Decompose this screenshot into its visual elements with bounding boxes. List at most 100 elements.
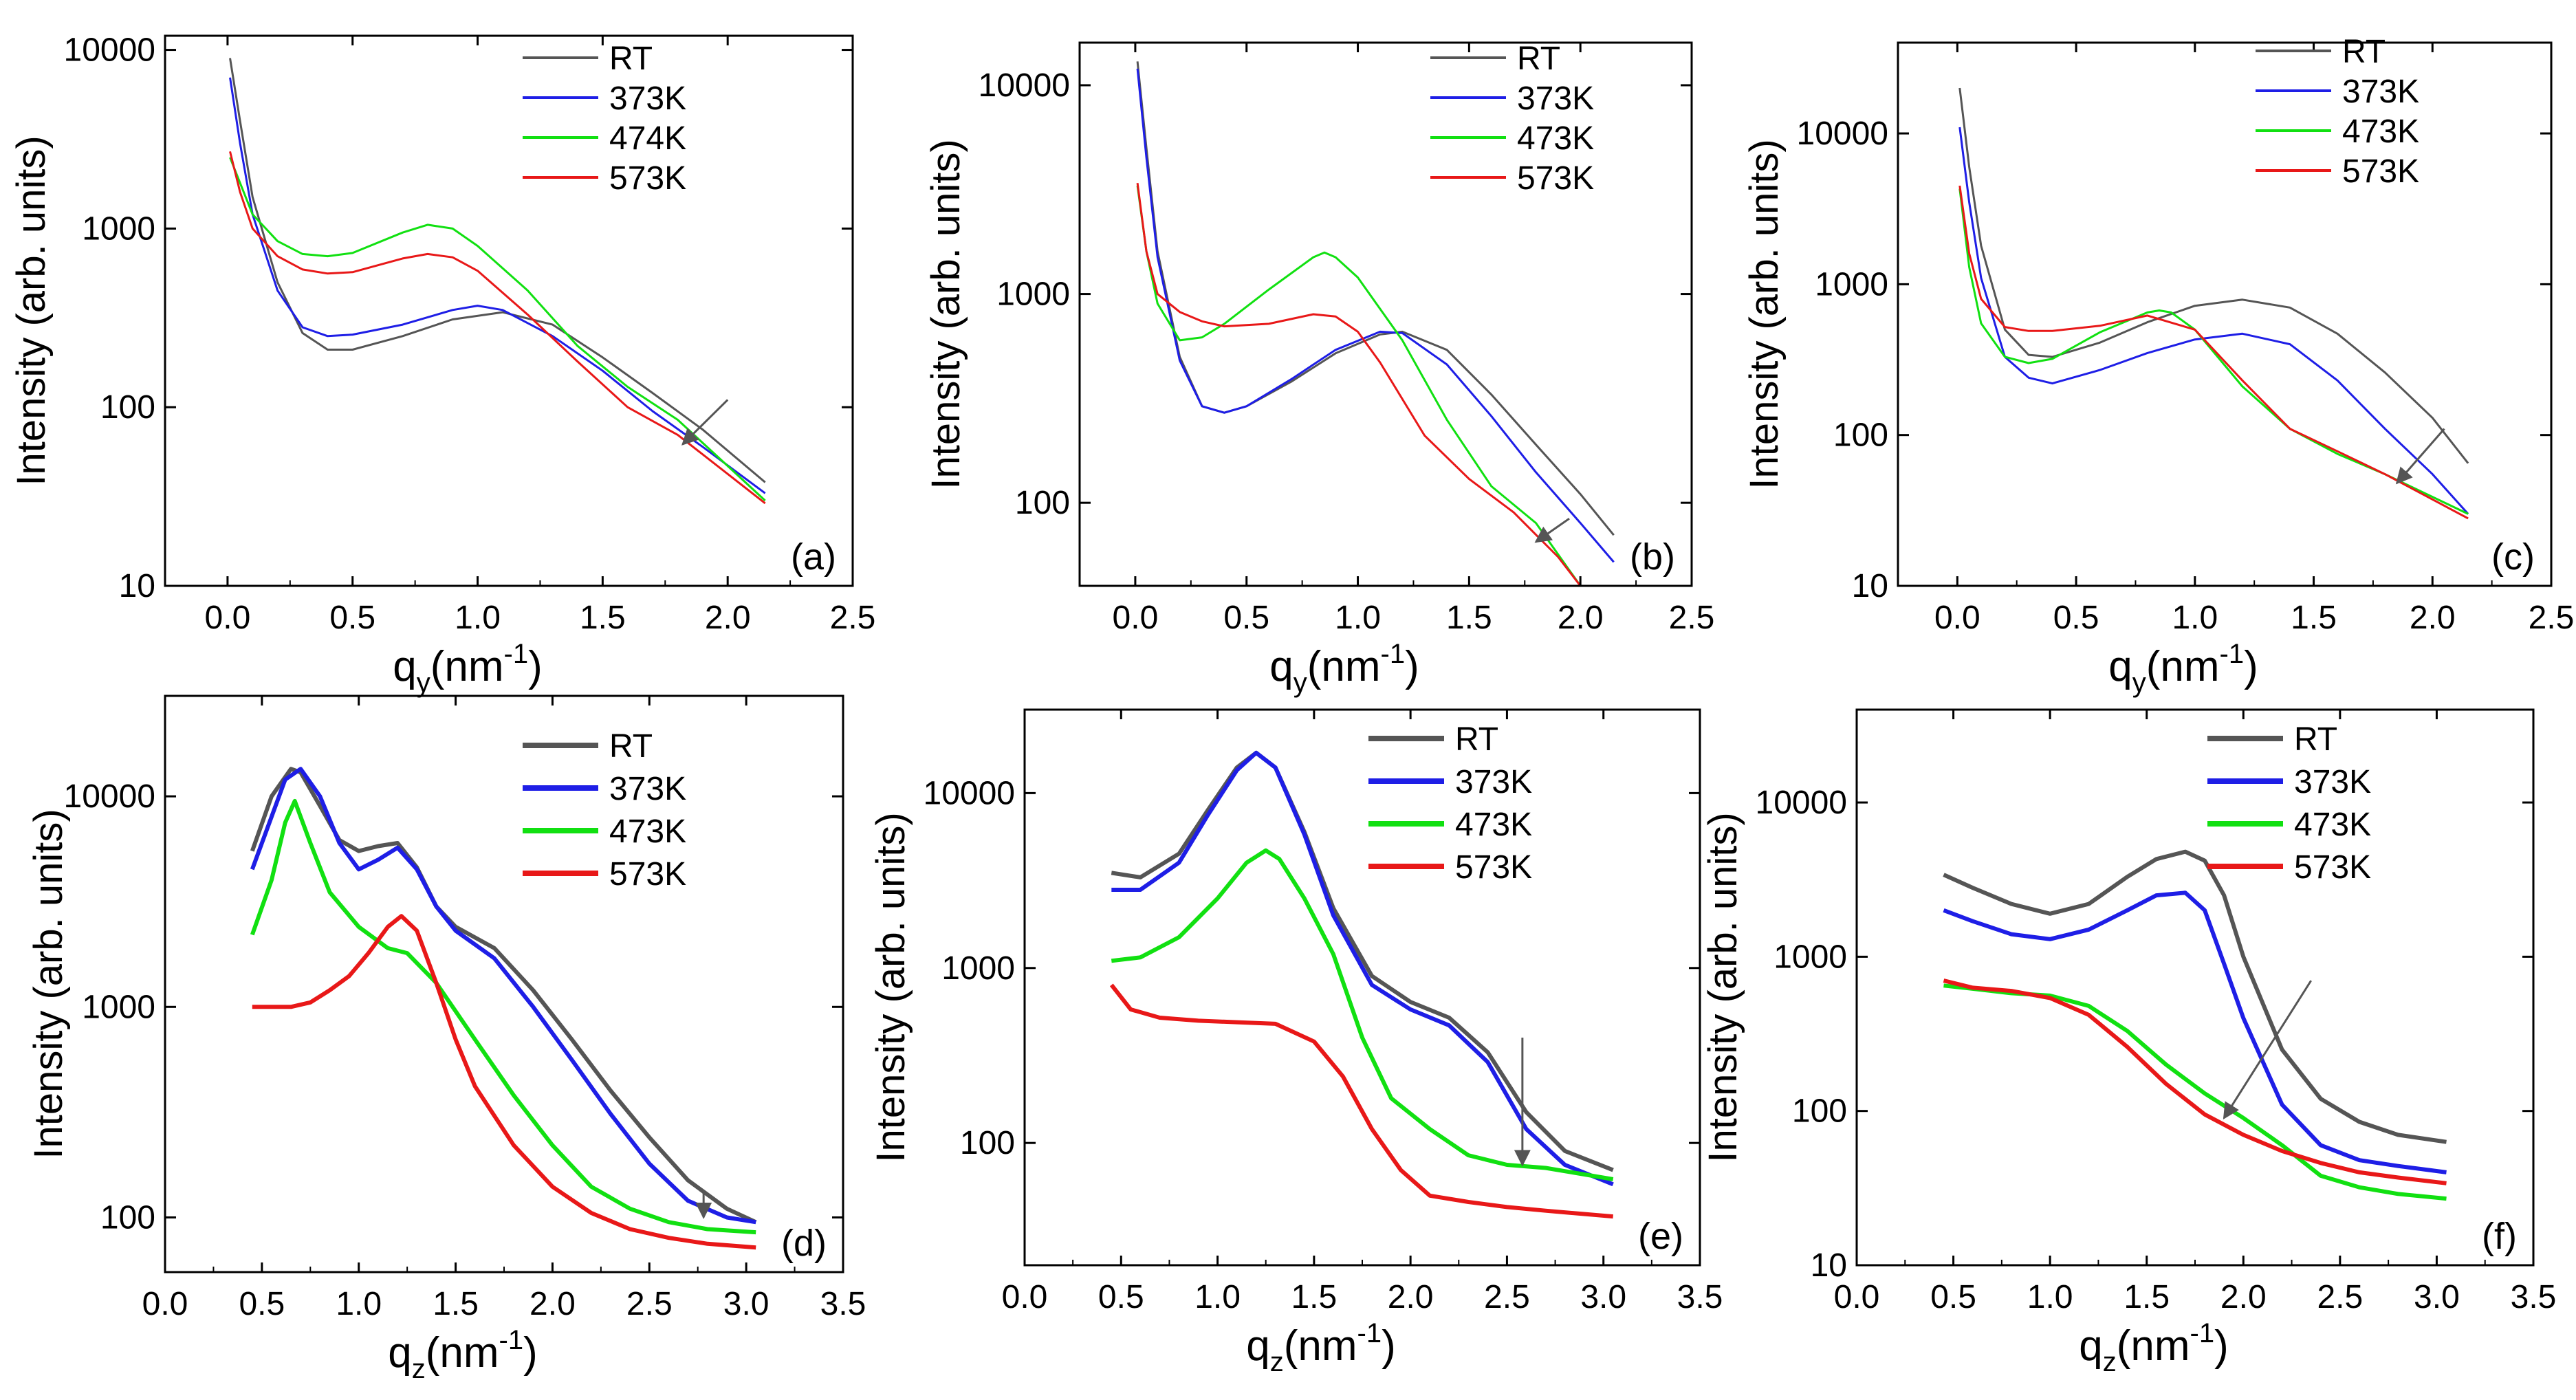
y-tick-label: 1000: [82, 210, 155, 247]
panel-label: (e): [1638, 1216, 1683, 1257]
series-line-573k: [1943, 978, 2447, 1185]
x-tick-label: 2.5: [1484, 1279, 1530, 1315]
x-tick-label: 2.5: [830, 600, 876, 636]
y-tick-label: 10000: [979, 67, 1070, 104]
x-tick-label: 1.0: [1194, 1279, 1241, 1315]
legend-label: 473K: [609, 813, 686, 850]
y-tick-label: 100: [100, 389, 155, 426]
series-line-rt: [1943, 849, 2447, 1144]
x-axis-label: qy(nm-1): [1269, 639, 1419, 698]
legend-label: 373K: [1455, 764, 1532, 800]
series-line-373k: [250, 767, 756, 1225]
x-tick-label: 3.0: [723, 1286, 769, 1322]
legend-label: 473K: [2342, 113, 2419, 150]
y-axis-label: Intensity (arb. units): [1701, 812, 1745, 1162]
x-tick-label: 1.5: [2124, 1279, 2170, 1315]
x-tick-label: 2.0: [1558, 600, 1604, 636]
panel-label: (a): [791, 536, 836, 578]
legend-label: RT: [609, 41, 653, 77]
x-tick-label: 0.5: [1098, 1279, 1144, 1315]
legend-label: 473K: [2294, 807, 2371, 843]
x-tick-label: 0.5: [239, 1286, 285, 1322]
x-tick-label: 1.0: [1335, 600, 1381, 636]
series-group: [1109, 750, 1614, 1219]
x-tick-label: 1.5: [1446, 600, 1492, 636]
y-tick-label: 10000: [1756, 785, 1847, 821]
panel-label: (d): [781, 1223, 827, 1264]
series-line-373k: [1943, 890, 2447, 1174]
annotation-arrow: [1534, 517, 1570, 543]
x-tick-label: 1.0: [2172, 600, 2218, 636]
x-tick-label: 0.5: [1930, 1279, 1976, 1315]
x-tick-label: 3.5: [1677, 1279, 1723, 1315]
x-tick-label: 0.0: [205, 600, 251, 636]
series-line-373k: [1958, 127, 2469, 515]
y-tick-label: 1000: [1815, 266, 1888, 303]
series-group: [1136, 61, 1615, 586]
x-tick-label: 0.5: [1223, 600, 1269, 636]
series-line-373k: [1136, 68, 1615, 563]
y-tick-label: 100: [1792, 1093, 1847, 1130]
legend-label: RT: [1455, 721, 1498, 758]
series-line-573k: [1136, 183, 1582, 586]
series-line-573k: [229, 151, 766, 505]
x-tick-label: 2.0: [705, 600, 751, 636]
series-line-474k: [229, 157, 766, 502]
y-tick-label: 1000: [82, 989, 155, 1025]
plot-frame: [164, 34, 854, 587]
x-tick-label: 1.0: [2027, 1279, 2073, 1315]
y-tick-label: 1000: [941, 950, 1015, 987]
x-tick-label: 1.5: [580, 600, 626, 636]
x-tick-label: 2.5: [626, 1286, 673, 1322]
y-tick-label: 1000: [1773, 939, 1847, 975]
series-line-473k: [1943, 983, 2447, 1201]
series-group: [229, 58, 766, 505]
series-group: [250, 767, 757, 1250]
legend-label: 573K: [1455, 849, 1532, 886]
x-axis-label: qz(nm-1): [2079, 1318, 2229, 1377]
series-group: [1943, 849, 2447, 1201]
x-axis-label: qz(nm-1): [388, 1325, 538, 1384]
panel-e: 0.0 0.5 1.0 1.5 2.0 2.5 3.0 3.5 100 1000 10000 Inte…: [869, 708, 1723, 1377]
x-axis-label: qy(nm-1): [393, 639, 543, 698]
x-tick-label: 3.0: [2414, 1279, 2460, 1315]
panel-a: 0.0 0.5 1.0 1.5 2.0 2.5 10 100 1000 10000 Intensit…: [9, 32, 875, 698]
y-axis-label: Intensity (arb. units): [9, 135, 54, 485]
y-tick-label: 100: [1833, 417, 1888, 454]
x-tick-label: 0.0: [1834, 1279, 1880, 1315]
x-tick-label: 1.5: [433, 1286, 479, 1322]
legend-label: 473K: [1517, 120, 1594, 157]
x-tick-label: 0.5: [2053, 600, 2099, 636]
panel-label: (b): [1630, 536, 1675, 578]
x-tick-label: 0.5: [329, 600, 375, 636]
y-tick-label: 10: [1852, 568, 1888, 604]
y-tick-label: 10: [119, 568, 155, 604]
y-axis-label: Intensity (arb. units): [924, 139, 968, 489]
x-tick-label: 1.0: [336, 1286, 382, 1322]
y-tick-label: 10000: [64, 778, 155, 815]
plot-frame: [1897, 41, 2553, 587]
series-line-473k: [1958, 188, 2469, 515]
legend-label: 473K: [1455, 807, 1532, 843]
legend-label: 573K: [2294, 849, 2371, 886]
x-tick-label: 0.0: [1113, 600, 1159, 636]
y-tick-label: 100: [960, 1125, 1015, 1161]
plot-frame: [164, 694, 844, 1273]
legend-label: 573K: [1517, 160, 1594, 197]
plot-frame: [1078, 41, 1693, 587]
panel-c: 0.0 0.5 1.0 1.5 2.0 2.5 10 100 1000 10000 Intensit…: [1742, 34, 2574, 698]
x-tick-label: 2.5: [2317, 1279, 2363, 1315]
x-tick-label: 2.5: [1669, 600, 1715, 636]
series-line-573k: [1958, 185, 2469, 520]
x-tick-label: 0.0: [1002, 1279, 1048, 1315]
series-line-373k: [229, 77, 766, 494]
plot-frame: [1023, 708, 1701, 1267]
panel-d: 0.0 0.5 1.0 1.5 2.0 2.5 3.0 3.5 100 1000 10000Inte…: [26, 694, 866, 1384]
legend-label: 373K: [609, 80, 686, 117]
panels-container: 0.0 0.5 1.0 1.5 2.0 2.5 10 100 1000 10000 Intensit…: [9, 32, 2574, 1384]
x-tick-label: 2.0: [530, 1286, 576, 1322]
